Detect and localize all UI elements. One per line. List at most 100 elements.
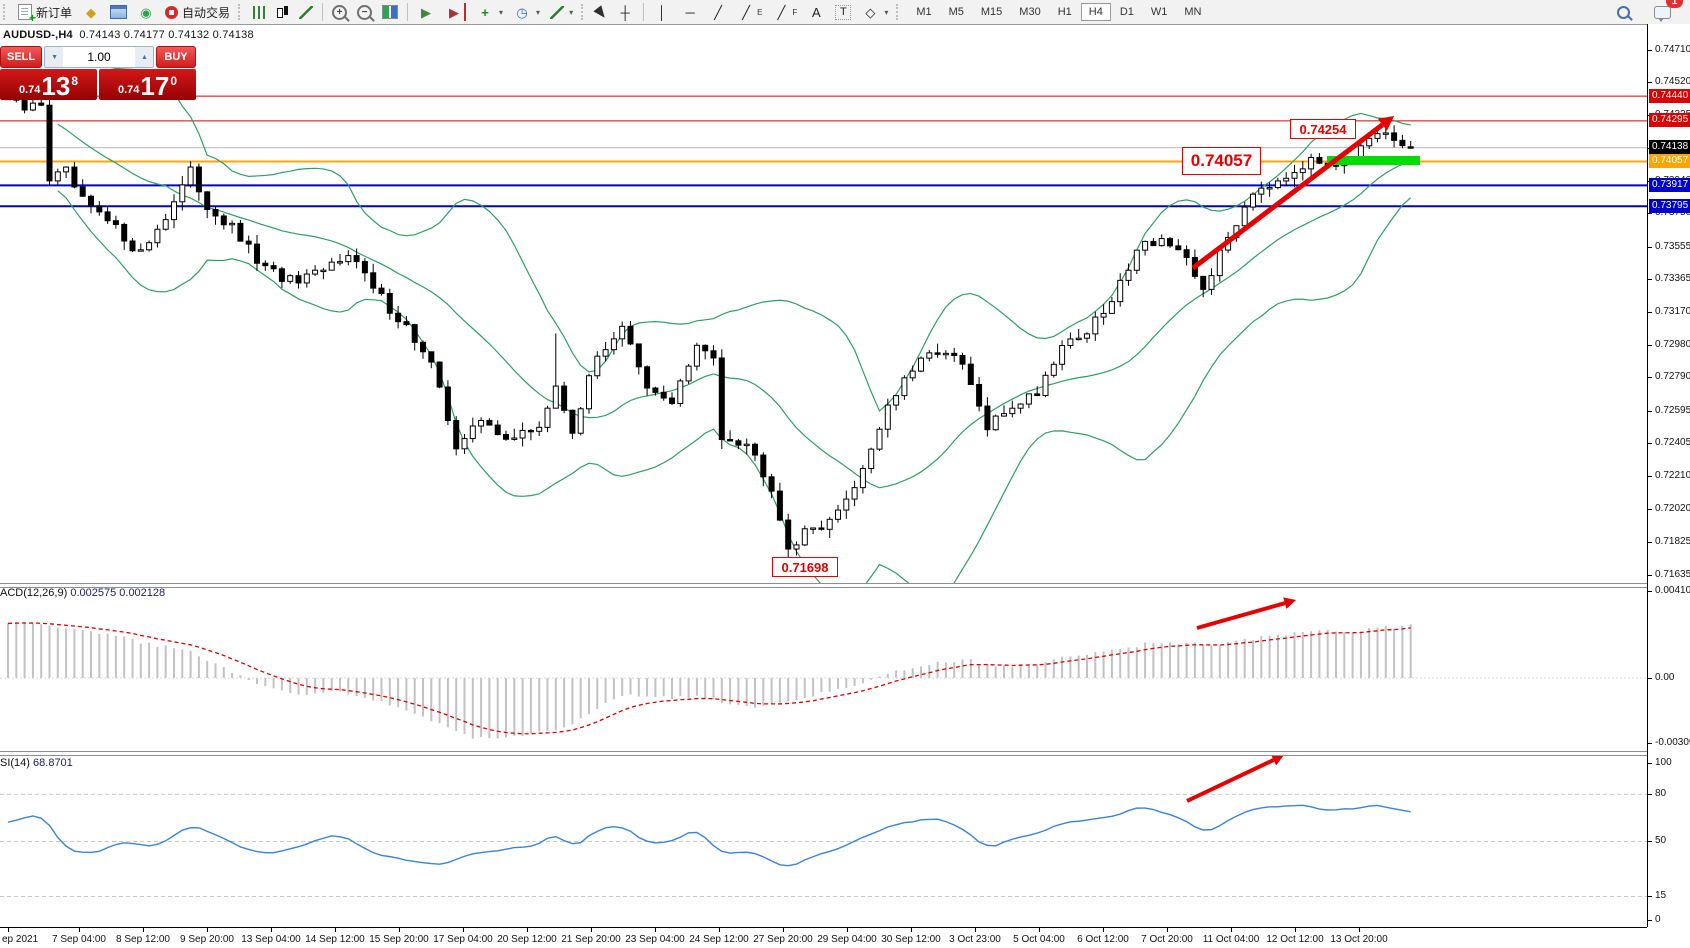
volume-increase-button[interactable]: ▲: [135, 47, 153, 67]
date-axis[interactable]: ep 2021 7 Sep 04:00 8 Sep 12:00 9 Sep 20:00…: [0, 927, 1647, 948]
crosshair-tool-button[interactable]: ┼: [611, 1, 639, 23]
deposit-gold-button[interactable]: ◆: [77, 1, 105, 23]
date-label: 14 Sep 12:00: [305, 934, 365, 945]
timeframe-button-h1[interactable]: H1: [1050, 3, 1080, 21]
zoom-in-button[interactable]: +: [327, 1, 352, 23]
fibonacci-tool-button[interactable]: ╱ F: [767, 1, 802, 23]
date-tick: [1039, 928, 1040, 932]
date-tick: [911, 928, 912, 932]
dropdown-arrow-icon: ▾: [536, 7, 541, 17]
price-tick: [1648, 920, 1652, 921]
date-label: 13 Oct 20:00: [1330, 934, 1388, 945]
date-label: 23 Sep 04:00: [625, 934, 685, 945]
chart-shift-button[interactable]: ▶: [440, 1, 471, 23]
sell-price-display[interactable]: 0.74 13 8: [0, 69, 97, 100]
date-label: 12 Oct 12:00: [1266, 934, 1324, 945]
volume-decrease-button[interactable]: ▼: [45, 47, 64, 67]
zoom-out-button[interactable]: −: [352, 1, 377, 23]
price-tick-label: 0.004109: [1655, 585, 1690, 596]
date-label: 29 Sep 04:00: [817, 934, 877, 945]
new-order-button[interactable]: 新订单: [13, 1, 77, 25]
fibonacci-sub-label: F: [792, 7, 798, 17]
tile-windows-button[interactable]: [377, 1, 403, 23]
chart-window-button[interactable]: [105, 1, 132, 23]
volume-stepper: ▼ ▲: [44, 46, 154, 68]
periods-button[interactable]: ◷ ▾: [508, 1, 545, 23]
candlestick-icon: [276, 5, 289, 19]
date-tick: [719, 928, 720, 932]
price-tick-label: 0.71635: [1655, 569, 1690, 580]
symbol-title: AUDUSD-,H4: [3, 29, 73, 41]
date-tick: [1103, 928, 1104, 932]
line-chart-mode-button[interactable]: [294, 1, 318, 23]
market-signal-button[interactable]: ◉: [132, 1, 160, 23]
date-tick: [1231, 928, 1232, 932]
text-label-tool-button[interactable]: T: [830, 1, 856, 23]
toolbar-grip[interactable]: [896, 4, 901, 20]
trendline-tool-button[interactable]: ╱: [704, 1, 732, 23]
price-tick: [1648, 50, 1652, 51]
vertical-line-icon: │: [658, 4, 667, 20]
main-toolbar: 新订单 ◆ ◉ 自动交易 + − ▶ ▶ +▾ ◷▾ ▾ ┼ │: [0, 0, 1690, 25]
price-level-badge: 0.74440: [1649, 89, 1690, 103]
timeframe-button-m15[interactable]: M15: [973, 3, 1010, 21]
date-tick: [143, 928, 144, 932]
timeframe-button-m5[interactable]: M5: [941, 3, 972, 21]
price-tick-label: 0.72980: [1655, 339, 1690, 350]
signal-icon: ◉: [140, 4, 152, 20]
price-tick-label: 0.71825: [1655, 536, 1690, 547]
timeframe-button-mn[interactable]: MN: [1176, 3, 1209, 21]
text-tool-button[interactable]: A: [802, 1, 830, 23]
timeframe-button-h4[interactable]: H4: [1080, 3, 1111, 21]
buy-price-display[interactable]: 0.74 17 0: [99, 69, 196, 100]
volume-input[interactable]: [63, 47, 135, 67]
date-label: 15 Sep 20:00: [369, 934, 429, 945]
trendline-icon: ╱: [714, 4, 722, 20]
horizontal-line-tool-button[interactable]: ─: [676, 1, 704, 23]
candlestick-mode-button[interactable]: [271, 1, 294, 23]
timeframe-button-m1[interactable]: M1: [908, 3, 939, 21]
new-order-label: 新订单: [36, 5, 73, 20]
date-label: 20 Sep 12:00: [497, 934, 557, 945]
cursor-tool-button[interactable]: [591, 1, 611, 23]
auto-trading-label: 自动交易: [182, 5, 231, 20]
chart-canvas[interactable]: [0, 24, 1647, 927]
price-axis[interactable]: 0.747100.745200.743250.741350.739400.737…: [1647, 24, 1690, 927]
date-label: 7 Oct 20:00: [1141, 934, 1193, 945]
auto-trading-button[interactable]: 自动交易: [160, 1, 235, 23]
price-tick: [1648, 443, 1652, 444]
vertical-line-tool-button[interactable]: │: [648, 1, 676, 23]
indicators-button[interactable]: + ▾: [471, 1, 508, 23]
channel-tool-button[interactable]: ╱ E: [732, 1, 767, 23]
price-tick: [1648, 542, 1652, 543]
buy-button[interactable]: BUY: [156, 46, 196, 68]
date-label: 27 Sep 20:00: [753, 934, 813, 945]
text-tool-icon: A: [811, 4, 821, 20]
dropdown-arrow-icon: ▾: [569, 7, 574, 17]
price-tick-label: 0.72020: [1655, 503, 1690, 514]
sell-button[interactable]: SELL: [0, 46, 43, 68]
timeframe-button-m30[interactable]: M30: [1011, 3, 1048, 21]
macd-label: ACD(12,26,9) 0.002575 0.002128: [0, 587, 166, 599]
date-label: 30 Sep 12:00: [881, 934, 941, 945]
timeframe-button-d1[interactable]: D1: [1112, 3, 1142, 21]
timeframe-button-w1[interactable]: W1: [1143, 3, 1176, 21]
toolbar-grip[interactable]: [3, 4, 8, 20]
arrows-tool-button[interactable]: ◇ ▾: [856, 1, 893, 23]
templates-button[interactable]: ▾: [545, 1, 578, 23]
macd-pane-splitter[interactable]: [0, 583, 1690, 588]
bar-chart-mode-button[interactable]: [248, 1, 271, 23]
toolbar-grip[interactable]: [238, 4, 243, 20]
price-tick-label: 100: [1655, 757, 1672, 768]
toolbar-grip[interactable]: [581, 4, 586, 20]
date-label: 24 Sep 12:00: [689, 934, 749, 945]
chart-shift-icon: ▶: [445, 3, 467, 21]
price-tick-label: 0.73170: [1655, 306, 1690, 317]
auto-scroll-button[interactable]: ▶: [412, 1, 440, 23]
notifications-button[interactable]: 1: [1649, 0, 1683, 23]
date-tick: [335, 928, 336, 932]
search-button[interactable]: [1612, 1, 1635, 23]
date-tick: [1359, 928, 1360, 932]
rsi-pane-splitter[interactable]: [0, 751, 1690, 756]
